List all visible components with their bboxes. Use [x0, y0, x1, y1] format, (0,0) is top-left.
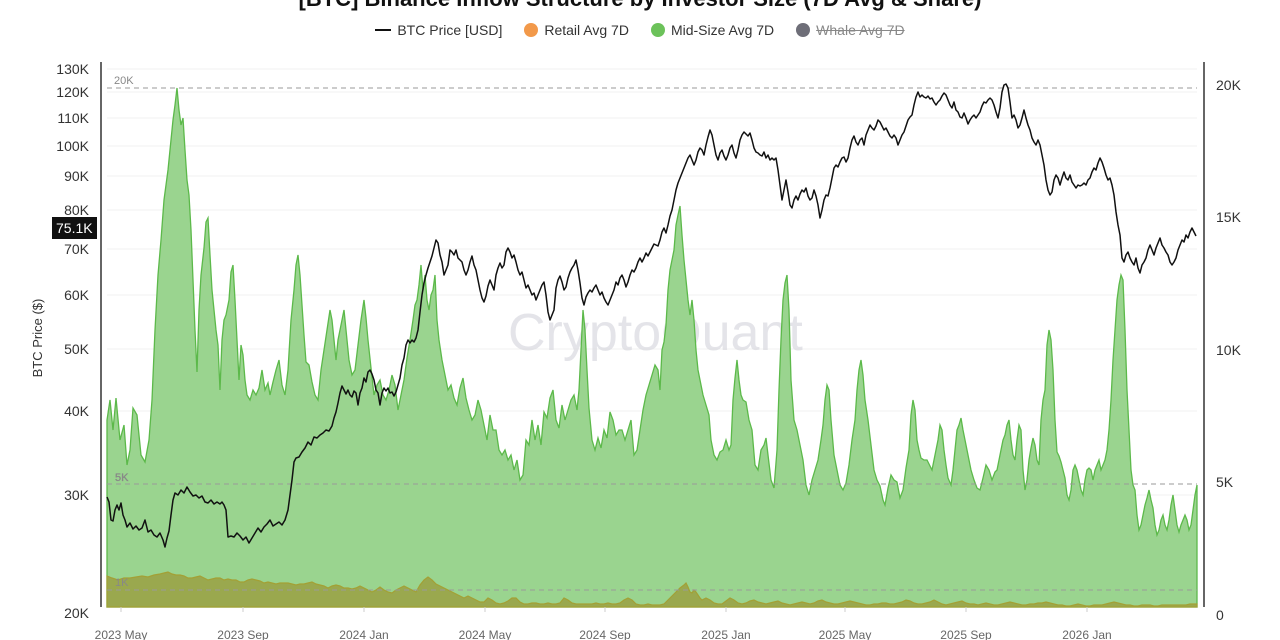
svg-text:110K: 110K — [57, 110, 89, 126]
svg-text:5K: 5K — [1216, 474, 1234, 490]
midsize-area — [106, 87, 1198, 608]
svg-text:0: 0 — [1216, 607, 1224, 623]
svg-text:2026 Jan: 2026 Jan — [1062, 628, 1111, 640]
legend-label: Retail Avg 7D — [544, 22, 629, 38]
x-axis-ticks: 2023 May 2023 Sep 2024 Jan 2024 May 2024… — [95, 607, 1112, 640]
left-axis-ticks: 130K 120K 110K 100K 90K 80K 70K 60K 50K … — [56, 61, 89, 621]
legend-item-btc-price[interactable]: BTC Price [USD] — [375, 22, 502, 38]
left-axis-label: BTC Price ($) — [30, 299, 45, 378]
svg-text:2024 Jan: 2024 Jan — [339, 628, 388, 640]
circle-icon — [650, 23, 665, 37]
svg-text:2023 May: 2023 May — [95, 628, 148, 640]
svg-text:2024 May: 2024 May — [459, 628, 512, 640]
svg-text:2025 Jan: 2025 Jan — [701, 628, 750, 640]
svg-text:80K: 80K — [64, 202, 90, 218]
btc-price-line — [106, 83, 1197, 548]
svg-text:40K: 40K — [64, 403, 90, 419]
svg-text:130K: 130K — [56, 61, 89, 77]
retail-area — [106, 571, 1198, 608]
ref-label-5k: 5K — [115, 472, 129, 484]
ref-label-20k: 20K — [114, 75, 134, 87]
chart-title: [BTC] Binance Inflow Structure by Invest… — [0, 0, 1280, 12]
legend-item-midsize[interactable]: Mid-Size Avg 7D — [650, 22, 775, 38]
circle-icon — [796, 23, 811, 37]
ref-label-1k: 1K — [115, 577, 129, 589]
circle-icon — [524, 23, 539, 37]
svg-text:60K: 60K — [64, 287, 90, 303]
line-icon — [375, 29, 392, 31]
legend-item-retail[interactable]: Retail Avg 7D — [524, 22, 629, 38]
svg-text:2024 Sep: 2024 Sep — [579, 628, 631, 640]
svg-text:20K: 20K — [1216, 77, 1242, 93]
svg-text:90K: 90K — [64, 168, 90, 184]
right-axis-ticks: 20K 15K 10K 5K 0 — [1216, 77, 1242, 623]
svg-text:50K: 50K — [64, 341, 90, 357]
current-price-badge: 75.1K — [52, 217, 97, 239]
svg-text:2025 Sep: 2025 Sep — [940, 628, 992, 640]
svg-text:70K: 70K — [64, 241, 90, 257]
legend-label: Whale Avg 7D — [816, 22, 905, 38]
svg-text:20K: 20K — [64, 605, 90, 621]
legend-label: Mid-Size Avg 7D — [670, 22, 775, 38]
legend-item-whale[interactable]: Whale Avg 7D — [796, 22, 905, 38]
svg-text:2023 Sep: 2023 Sep — [217, 628, 269, 640]
svg-text:15K: 15K — [1216, 209, 1242, 225]
svg-text:100K: 100K — [56, 138, 89, 154]
svg-text:2025 May: 2025 May — [819, 628, 872, 640]
watermark: CryptoQuant — [508, 304, 803, 362]
reference-lines — [107, 87, 1197, 591]
svg-text:30K: 30K — [64, 487, 90, 503]
legend-label: BTC Price [USD] — [397, 22, 503, 38]
svg-text:120K: 120K — [56, 84, 89, 100]
legend: BTC Price [USD] Retail Avg 7D Mid-Size A… — [0, 22, 1280, 38]
svg-text:10K: 10K — [1216, 342, 1242, 358]
